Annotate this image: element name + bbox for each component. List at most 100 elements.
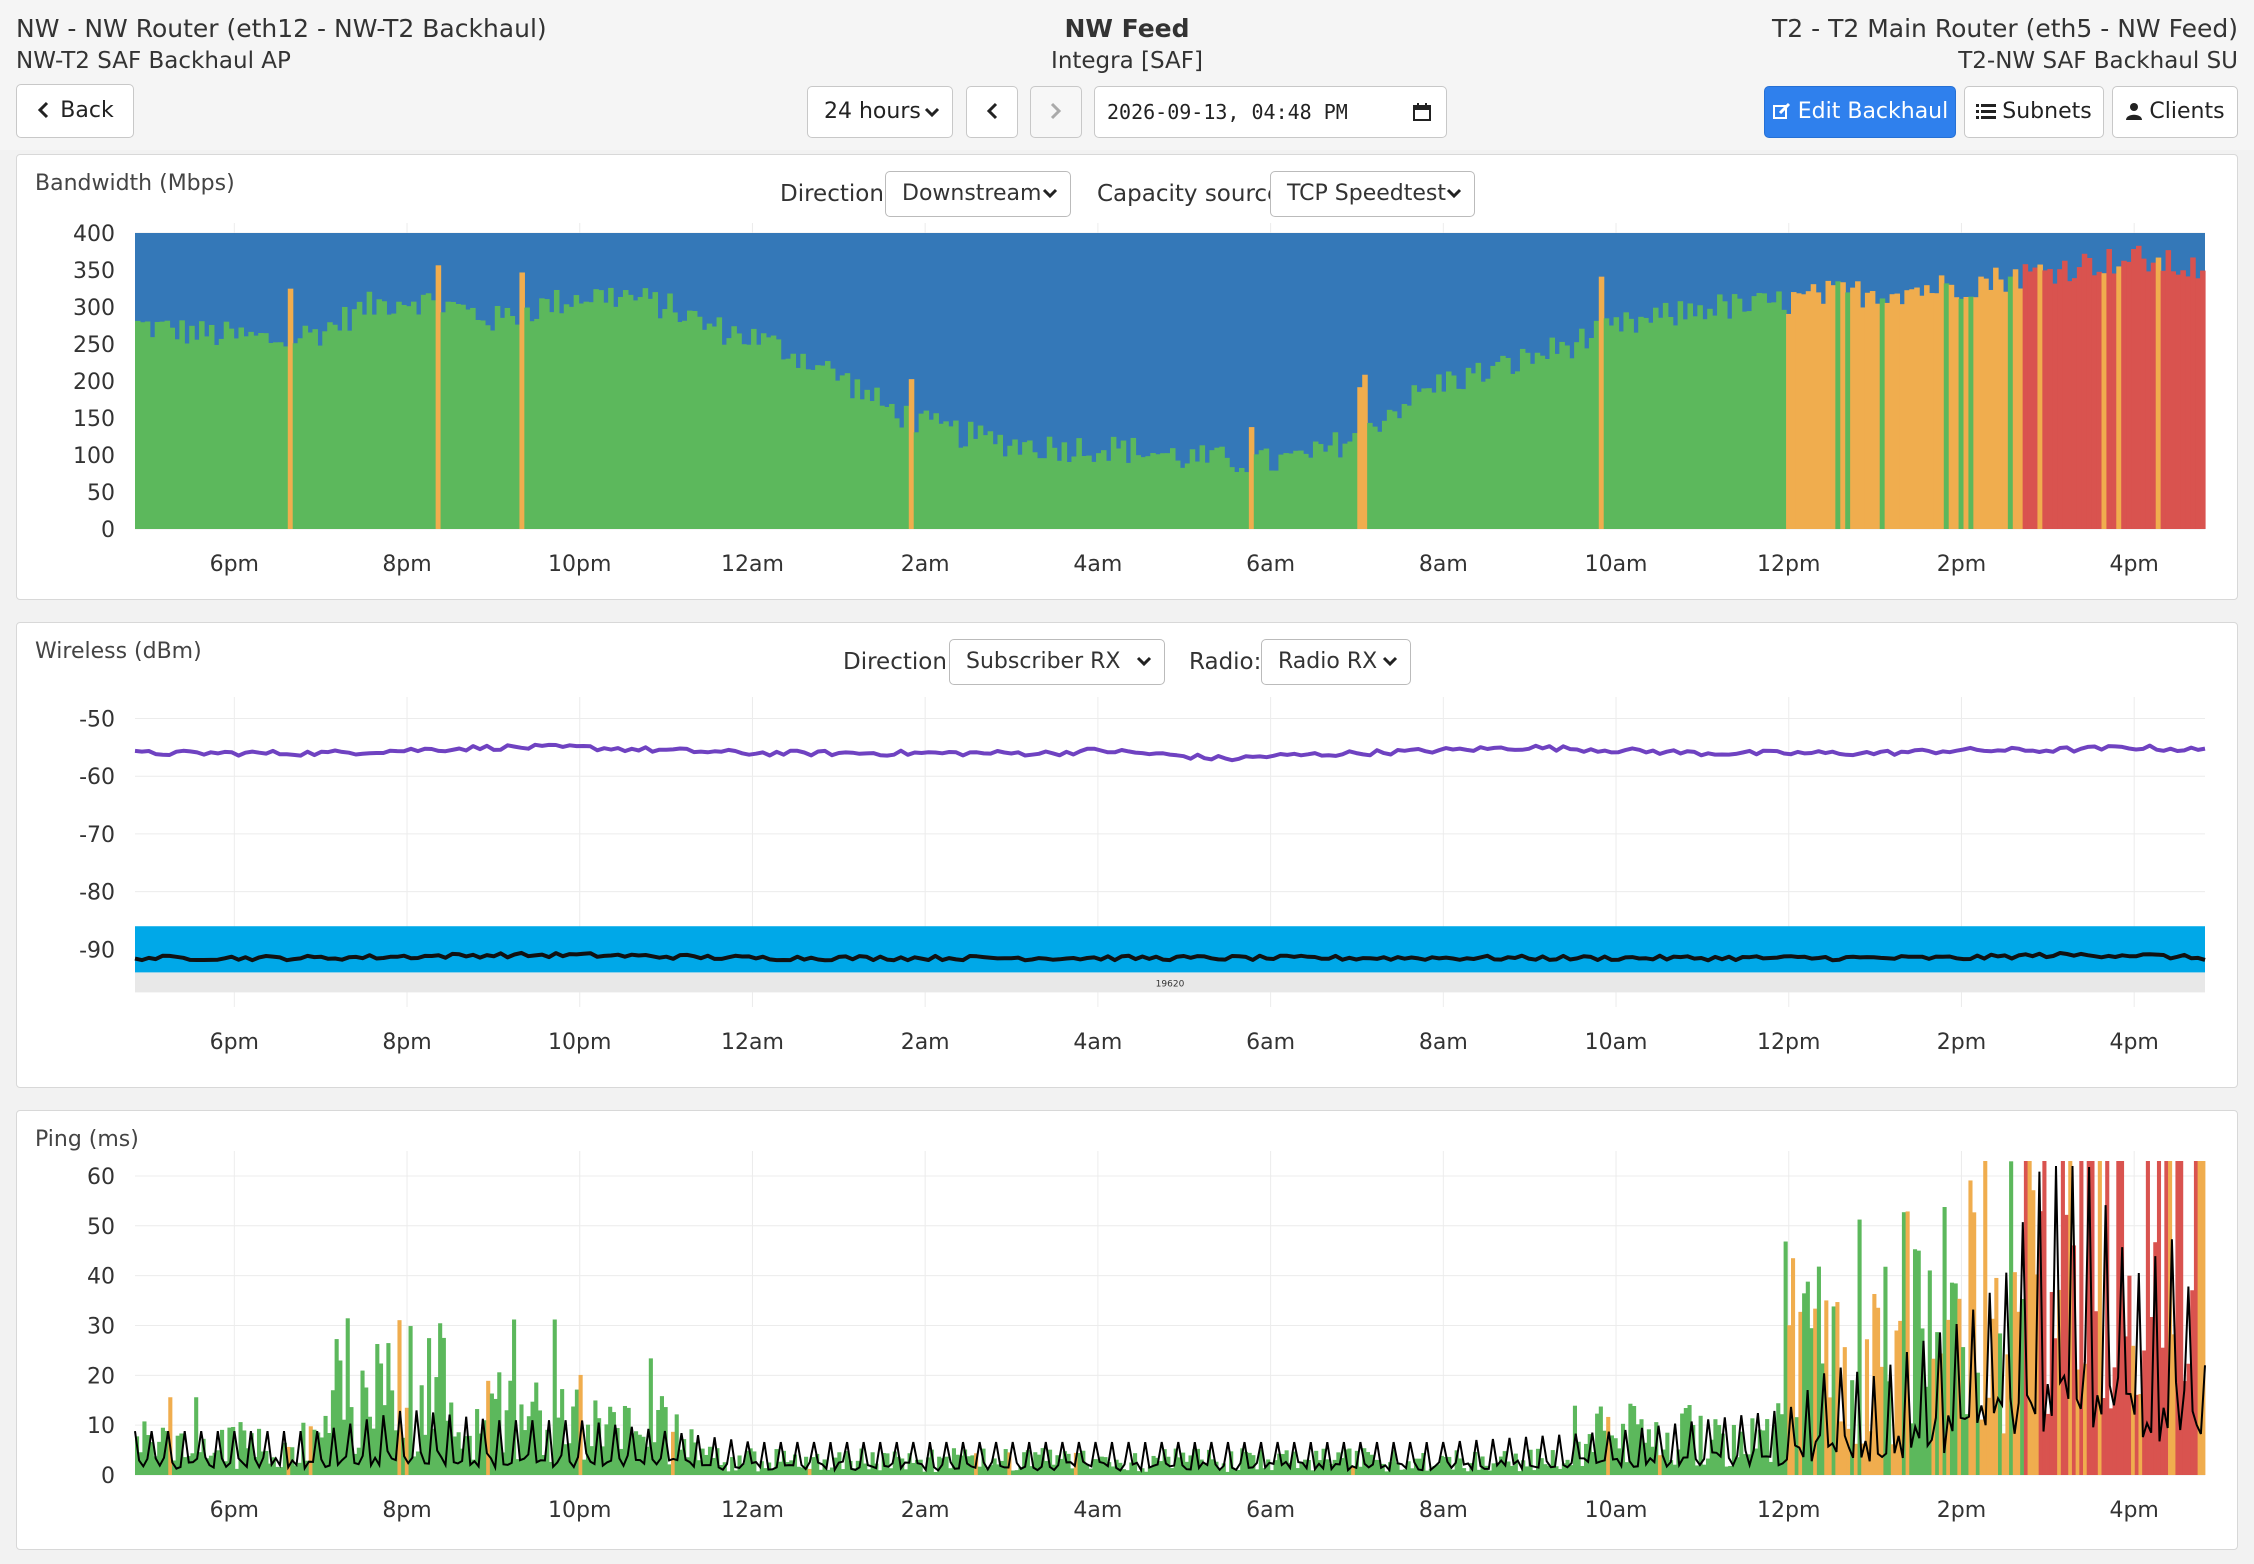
ping-bar	[922, 1471, 927, 1475]
next-period-button[interactable]	[1030, 86, 1082, 138]
ping-bar	[153, 1456, 158, 1475]
ping-bar	[2097, 1161, 2102, 1475]
ping-bar	[1665, 1432, 1670, 1475]
ping-bar	[530, 1401, 535, 1475]
subnets-button[interactable]: Subnets	[1964, 86, 2104, 138]
radio-select[interactable]: Radio RX	[1261, 639, 1411, 685]
wireless-direction-select[interactable]: Subscriber RX	[949, 639, 1165, 685]
usage-bar	[558, 313, 565, 529]
wireless-chart[interactable]: 6pm 8pm 10pm 12am 2am 4am 6am 8am 10am 12pm 2pm 4pm…	[17, 623, 2237, 1089]
ping-bar	[382, 1405, 387, 1475]
ping-bar	[1761, 1430, 1766, 1475]
usage-bar	[1643, 317, 1649, 529]
ping-bar	[711, 1457, 716, 1475]
target-device[interactable]: T2-NW SAF Backhaul SU	[1958, 48, 2238, 74]
ping-bar	[2046, 1413, 2051, 1475]
ping-bar	[2179, 1161, 2184, 1475]
ping-bar	[305, 1460, 310, 1475]
usage-bar	[1667, 316, 1674, 529]
ping-bar	[944, 1456, 949, 1475]
ping-bar	[1391, 1449, 1396, 1475]
source-router[interactable]: NW - NW Router (eth12 - NW-T2 Backhaul)	[16, 14, 547, 43]
ping-bar	[231, 1426, 236, 1475]
usage-bar	[381, 301, 387, 529]
usage-bar	[366, 291, 373, 529]
usage-bar	[1032, 452, 1038, 529]
ping-bar	[1225, 1471, 1230, 1475]
edit-backhaul-button[interactable]: Edit Backhaul	[1764, 86, 1956, 138]
ping-bar	[1694, 1465, 1699, 1475]
bandwidth-direction-select[interactable]: Downstream	[885, 171, 1071, 217]
ping-bar	[582, 1459, 587, 1475]
usage-bar	[1381, 420, 1388, 529]
ping-bar	[1805, 1281, 1810, 1475]
usage-bar	[1209, 450, 1215, 529]
ping-bar	[1436, 1464, 1441, 1475]
bandwidth-chart[interactable]: 6pm 8pm 10pm 12am 2am 4am 6am 8am 10am 12pm 2pm 4pm…	[17, 155, 2237, 601]
calendar-icon[interactable]	[1412, 87, 1432, 137]
ping-bar	[194, 1397, 199, 1475]
ping-bar	[271, 1457, 276, 1475]
usage-bar	[992, 444, 999, 529]
ping-bar	[2156, 1161, 2162, 1475]
ping-chart[interactable]: 6pm 8pm 10pm 12am 2am 4am 6am 8am 10am 12pm 2pm 4pm…	[17, 1111, 2237, 1551]
usage-bar	[765, 337, 772, 529]
ping-bar	[1709, 1439, 1714, 1475]
ping-bar	[1998, 1333, 2003, 1475]
datetime-input[interactable]: 2026-09-13, 04:48 PM	[1094, 86, 1447, 138]
y-tick-label: 30	[87, 1314, 115, 1339]
ping-bar	[1779, 1414, 1785, 1475]
usage-bar	[1396, 418, 1403, 529]
usage-bar	[726, 338, 732, 529]
ping-bar	[730, 1457, 735, 1475]
clients-button[interactable]: Clients	[2112, 86, 2238, 138]
ping-bar	[988, 1465, 993, 1475]
source-device[interactable]: NW-T2 SAF Backhaul AP	[16, 48, 291, 74]
ping-bar	[2038, 1211, 2043, 1475]
ping-bar	[1258, 1449, 1263, 1475]
ping-bar	[1816, 1266, 1821, 1475]
usage-bar	[898, 427, 905, 529]
ping-bar	[689, 1429, 694, 1475]
ping-bar	[1772, 1424, 1777, 1475]
ping-bar	[2053, 1338, 2058, 1475]
usage-bar	[662, 309, 668, 529]
previous-period-button[interactable]	[966, 86, 1018, 138]
ping-panel: Ping (ms) 6pm 8pm 10pm 12am 2am 4am 6am 8am 10am…	[16, 1110, 2238, 1550]
time-range-select[interactable]: 24 hours	[807, 86, 953, 138]
ping-bar	[826, 1469, 831, 1475]
usage-bar	[1623, 312, 1629, 529]
usage-bar	[509, 315, 516, 529]
ping-bar	[659, 1396, 664, 1475]
ping-bar	[815, 1453, 820, 1475]
usage-bar	[1061, 442, 1068, 529]
ping-bar	[1036, 1454, 1042, 1475]
ping-bar	[456, 1432, 461, 1475]
back-button[interactable]: Back	[16, 84, 134, 138]
ping-bar	[1340, 1457, 1345, 1475]
ping-bar	[1909, 1423, 1914, 1475]
usage-bar	[1510, 373, 1516, 529]
ping-bar	[1221, 1463, 1226, 1475]
ping-bar	[1857, 1219, 1862, 1475]
usage-bar	[780, 359, 787, 529]
ping-bar	[1384, 1471, 1389, 1475]
capacity-source-select[interactable]: TCP Speedtest	[1270, 171, 1475, 217]
ping-bar	[1624, 1462, 1629, 1475]
usage-bar	[1628, 318, 1634, 529]
ping-bar	[1218, 1469, 1223, 1475]
ping-bar	[1247, 1452, 1252, 1475]
ping-bar	[1473, 1451, 1478, 1475]
usage-bar	[908, 379, 915, 529]
target-router[interactable]: T2 - T2 Main Router (eth5 - NW Feed)	[1771, 14, 2238, 43]
ping-bar	[626, 1407, 631, 1475]
usage-bar	[223, 321, 230, 529]
usage-bar	[1091, 461, 1097, 529]
ping-bar	[1158, 1461, 1164, 1475]
usage-bar	[1352, 433, 1358, 529]
usage-bar	[603, 302, 609, 529]
usage-bar	[1076, 438, 1082, 529]
ping-bar	[1273, 1460, 1278, 1475]
x-tick-label: 2am	[901, 1030, 950, 1055]
ping-bar	[977, 1466, 982, 1475]
